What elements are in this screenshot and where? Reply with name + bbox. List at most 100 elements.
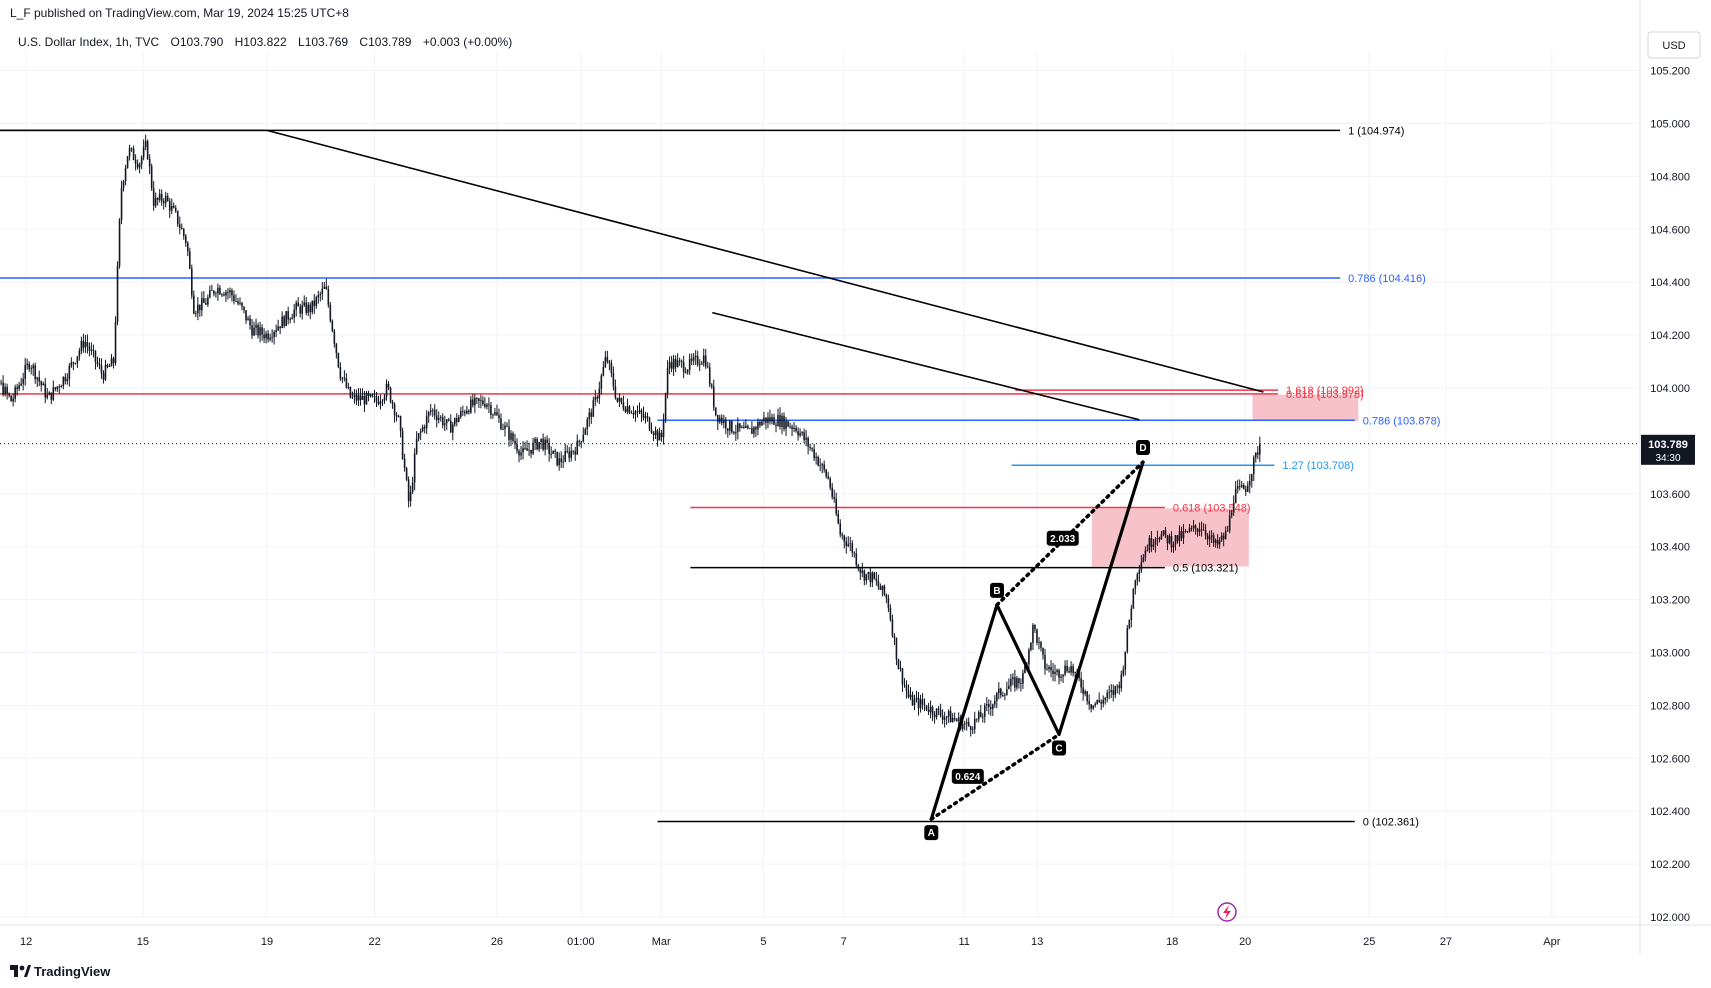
fib-level-label: 1.27 (103.708) [1282, 460, 1354, 472]
candle-body [110, 358, 113, 367]
candle-body [136, 163, 139, 168]
candle-body [1110, 690, 1113, 692]
candle-body [18, 385, 20, 389]
fib-levels[interactable]: 1 (104.974) 0.786 (104.416) 0 (102.361) 0.7… [0, 125, 1640, 925]
candle-body [650, 429, 653, 433]
candle-body [429, 410, 432, 413]
tradingview-logo-icon [10, 965, 31, 977]
candle-body [1098, 700, 1100, 702]
candle-body [1166, 535, 1169, 544]
candle-body [199, 304, 201, 311]
candle-body [771, 417, 773, 422]
footer-brand[interactable]: TradingView [10, 964, 111, 979]
candle-body [74, 363, 77, 364]
time-tick-label: 15 [137, 936, 149, 948]
candle-body [837, 513, 840, 524]
candle-body [556, 451, 558, 466]
candle-body [895, 637, 898, 660]
candle-body [66, 379, 69, 382]
candle-body [373, 396, 376, 398]
candle-body [20, 383, 22, 386]
candle-body [1210, 535, 1213, 537]
pattern-legs[interactable] [929, 461, 1145, 820]
candle-body [1164, 530, 1167, 536]
candle-body [610, 362, 613, 374]
candle-body [427, 412, 430, 417]
candle-body [44, 383, 47, 398]
candle-body [550, 453, 552, 455]
candle-body [445, 419, 448, 424]
candle-body [624, 408, 627, 412]
candle-body [540, 438, 542, 442]
candle-body [706, 366, 709, 368]
candle-body [265, 333, 267, 339]
candle-body [251, 325, 253, 336]
candle-body [347, 386, 350, 388]
pattern-ratio-line-bd[interactable] [995, 460, 1145, 607]
candle-body [425, 416, 428, 429]
pattern-ratio-line-ac[interactable] [929, 732, 1061, 821]
candle-body [275, 330, 277, 332]
candle-body [666, 367, 669, 394]
candle-body [566, 451, 569, 452]
candle-body [1088, 701, 1090, 705]
candle-body [670, 362, 673, 369]
candle-body [698, 364, 701, 366]
candle-body [578, 440, 581, 442]
price-tick-label: 102.200 [1650, 859, 1690, 871]
candle-body [710, 384, 713, 387]
time-axis[interactable]: 12 15 19 22 26 01:00 Mar 5 7 11 13 18 20 25 27 Apr [20, 936, 1561, 948]
candle-body [144, 141, 147, 147]
candle-body [1024, 665, 1026, 673]
candle-body [82, 340, 85, 348]
abcd-pattern[interactable]: A B C D 0.624 2.033 [924, 440, 1150, 841]
candle-body [568, 451, 571, 458]
candle-body [849, 543, 852, 545]
candle-body [331, 320, 334, 332]
grid [0, 50, 1640, 918]
candle-body [1196, 528, 1199, 532]
candle-body [14, 387, 16, 399]
candle-body [130, 148, 133, 150]
candle-body [1184, 530, 1187, 532]
candle-body [815, 456, 817, 459]
candle-body [580, 441, 583, 443]
trendline[interactable] [266, 129, 1264, 393]
pattern-ratio-label: 0.624 [955, 772, 980, 783]
currency-button[interactable]: USD [1647, 31, 1701, 59]
candle-body [791, 426, 793, 429]
candle-body [502, 429, 504, 430]
candle-body [618, 397, 621, 402]
price-tick-label: 102.600 [1650, 753, 1690, 765]
candle-body [628, 406, 631, 413]
lightning-icon[interactable] [1217, 902, 1237, 922]
candle-body [1106, 692, 1109, 698]
candle-body [1152, 544, 1155, 547]
price-scale[interactable]: 105.200 105.000 104.800 104.600 104.400 104.2… [1650, 66, 1690, 924]
candle-body [142, 146, 145, 158]
candle-body [664, 393, 667, 420]
candle-body [1140, 562, 1143, 571]
candle-body [1048, 667, 1050, 670]
candle-body [1168, 535, 1171, 544]
candle-body [357, 395, 360, 401]
candle-body [901, 668, 904, 685]
trendline[interactable] [712, 311, 1140, 421]
candle-body [419, 431, 422, 434]
candle-body [6, 386, 8, 394]
candle-body [140, 157, 143, 165]
fib-level-label: 0.786 (103.878) [1363, 415, 1441, 427]
candle-body [456, 418, 458, 422]
candle-body [1058, 670, 1060, 678]
candle-body [1218, 539, 1221, 545]
trendlines[interactable] [0, 129, 1264, 421]
candle-body [891, 619, 894, 636]
candle-body [299, 306, 302, 314]
candle-body [54, 387, 57, 390]
candle-body [1096, 700, 1098, 704]
candle-body [164, 195, 167, 204]
candle-body [217, 287, 219, 294]
symbol-line: U.S. Dollar Index, 1h, TVC [18, 35, 160, 49]
candle-body [176, 210, 179, 225]
